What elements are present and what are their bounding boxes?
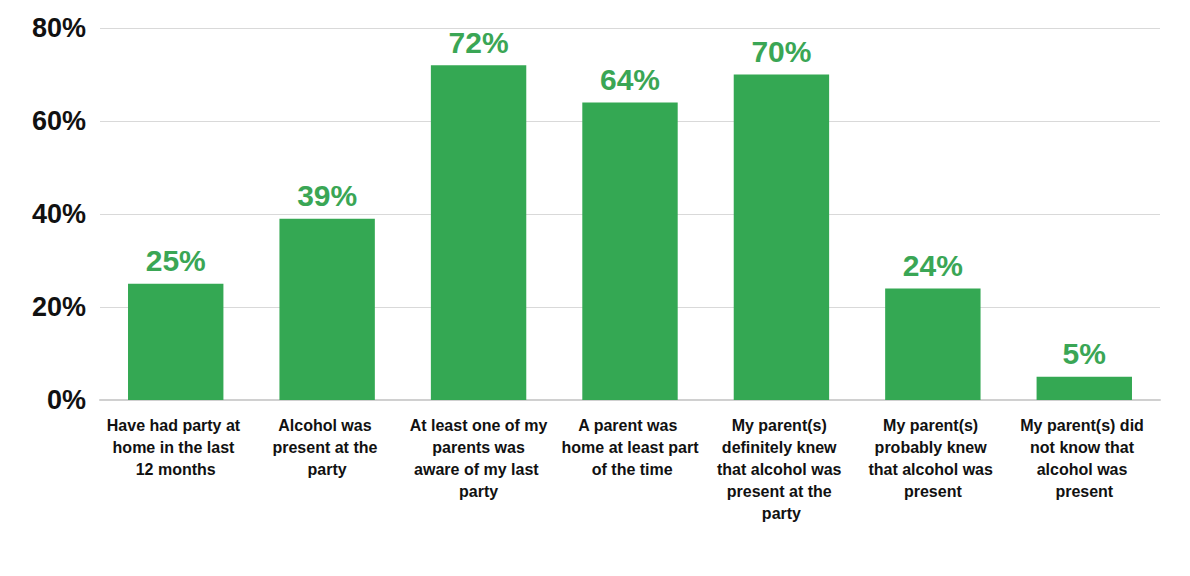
svg-text:My parent(s): My parent(s) <box>883 417 983 434</box>
svg-text:40%: 40% <box>32 199 86 229</box>
svg-text:present: present <box>1055 483 1113 500</box>
svg-text:party: party <box>308 461 347 478</box>
svg-text:parents was: parents was <box>428 439 529 456</box>
svg-text:home at least part: home at least part <box>562 439 700 456</box>
svg-text:At least one of my: At least one of my <box>410 417 548 434</box>
svg-text:of the time: of the time <box>587 461 672 478</box>
svg-text:My parent(s): My parent(s) <box>732 417 832 434</box>
svg-text:A parent was: A parent was <box>578 417 681 434</box>
svg-text:60%: 60% <box>32 106 86 136</box>
svg-text:Have had party at: Have had party at <box>107 417 245 434</box>
svg-text:Alcohol was: Alcohol was <box>278 417 376 434</box>
svg-text:25%: 25% <box>146 244 206 277</box>
svg-text:0%: 0% <box>47 385 86 415</box>
svg-text:My parent(s) did: My parent(s) did <box>1020 417 1148 434</box>
svg-text:aware of my last: aware of my last <box>414 461 543 478</box>
svg-text:home in the last: home in the last <box>113 439 239 456</box>
svg-text:39%: 39% <box>297 179 357 212</box>
svg-text:present at the: present at the <box>272 439 381 456</box>
svg-text:not know that: not know that <box>1030 439 1138 456</box>
svg-text:20%: 20% <box>32 292 86 322</box>
svg-text:present: present <box>904 483 962 500</box>
svg-text:that alcohol was: that alcohol was <box>717 461 846 478</box>
svg-text:that alcohol was: that alcohol was <box>868 461 997 478</box>
svg-text:5%: 5% <box>1063 337 1106 370</box>
svg-text:72%: 72% <box>449 26 509 59</box>
svg-text:80%: 80% <box>32 13 86 43</box>
svg-text:party: party <box>459 483 498 500</box>
svg-text:definitely knew: definitely knew <box>722 439 841 456</box>
svg-text:24%: 24% <box>903 249 963 282</box>
svg-text:12 months: 12 months <box>136 461 216 478</box>
svg-text:70%: 70% <box>751 35 811 68</box>
svg-text:party: party <box>762 505 801 522</box>
svg-text:alcohol was: alcohol was <box>1037 461 1132 478</box>
svg-text:present at the: present at the <box>727 483 836 500</box>
svg-text:probably knew: probably knew <box>875 439 991 456</box>
svg-text:64%: 64% <box>600 63 660 96</box>
